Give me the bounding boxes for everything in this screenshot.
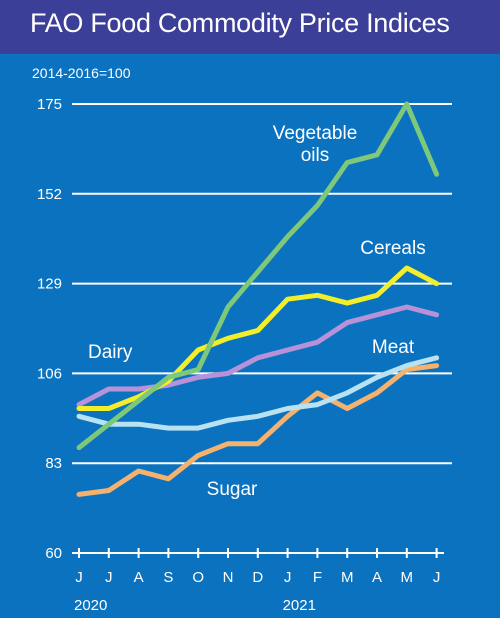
- x-tick-label: J: [284, 569, 292, 586]
- year-label: 2020: [74, 597, 107, 614]
- y-tick-label: 175: [37, 96, 62, 113]
- x-tick-label: M: [401, 569, 414, 586]
- chart-title: FAO Food Commodity Price Indices: [30, 8, 450, 38]
- series-line-vegetable-oils: [76, 101, 440, 451]
- x-tick-label: D: [252, 569, 263, 586]
- series-label-vegetable-oils: oils: [301, 145, 330, 166]
- y-tick-label: 152: [37, 186, 62, 203]
- series-line-cereals: [76, 265, 440, 411]
- x-tick-label: S: [163, 569, 173, 586]
- series-line-dairy: [76, 304, 440, 408]
- x-tick-label: J: [75, 569, 83, 586]
- x-tick-label: F: [313, 569, 322, 586]
- chart-subtitle: 2014-2016=100: [32, 65, 131, 81]
- year-label: 2021: [283, 597, 316, 614]
- x-tick-label: M: [341, 569, 354, 586]
- series-label-meat: Meat: [372, 337, 415, 358]
- series-label-cereals: Cereals: [360, 238, 425, 259]
- x-tick-label: A: [134, 569, 144, 586]
- title-bar: FAO Food Commodity Price Indices: [0, 0, 500, 54]
- x-tick-label: N: [223, 569, 234, 586]
- y-tick-label: 60: [45, 545, 62, 562]
- x-tick-label: J: [433, 569, 441, 586]
- x-tick-label: A: [372, 569, 382, 586]
- x-tick-label: J: [105, 569, 113, 586]
- y-tick-label: 129: [37, 276, 62, 293]
- y-tick-label: 83: [45, 455, 62, 472]
- series-label-dairy: Dairy: [88, 342, 133, 363]
- series-label-sugar: Sugar: [207, 479, 258, 500]
- series-label-vegetable-oils: Vegetable: [273, 123, 358, 144]
- series-line-meat: [76, 355, 440, 431]
- y-tick-label: 106: [37, 365, 62, 382]
- series-line-sugar: [76, 363, 440, 497]
- x-tick-label: O: [192, 569, 204, 586]
